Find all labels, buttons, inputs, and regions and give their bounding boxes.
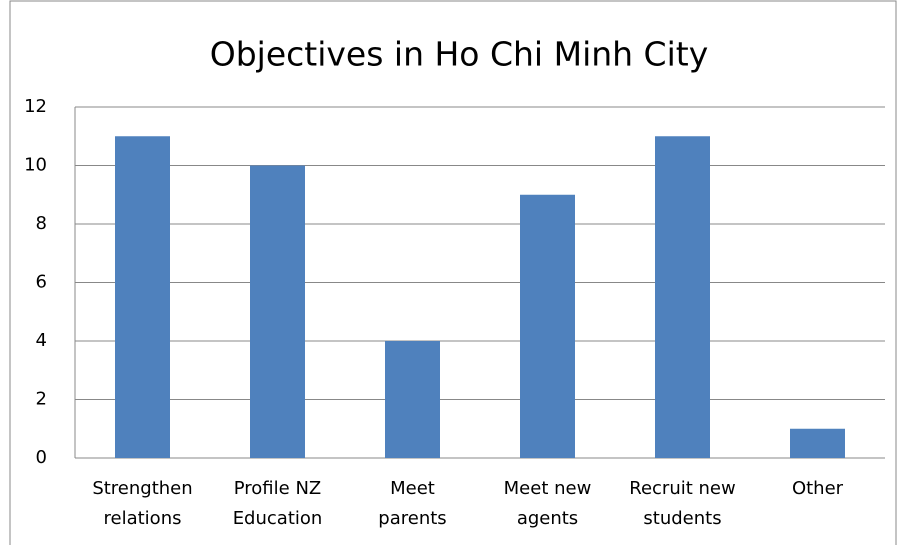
- y-tick-label: 4: [36, 330, 47, 351]
- bar: [790, 428, 845, 458]
- bar: [115, 136, 170, 458]
- y-tick-label: 12: [24, 96, 47, 117]
- y-tick-label: 6: [36, 272, 47, 293]
- x-tick-label: Profile NZ Education: [232, 478, 323, 529]
- y-tick-label: 2: [36, 389, 47, 410]
- x-tick-label: Strengthen relations: [92, 478, 193, 529]
- x-tick-label: Meet parents: [378, 478, 447, 529]
- bar: [520, 194, 575, 458]
- bar: [655, 136, 710, 458]
- y-tick-label: 8: [36, 213, 47, 234]
- x-tick-label: Recruit new students: [629, 478, 736, 529]
- y-tick-label: 10: [24, 155, 47, 176]
- chart-border: [9, 0, 897, 545]
- chart-title: Objectives in Ho Chi Minh City: [210, 35, 708, 74]
- y-tick-label: 0: [36, 447, 47, 468]
- x-tick-label: Meet new agents: [503, 478, 592, 529]
- bar: [250, 165, 305, 458]
- bar: [385, 341, 440, 458]
- x-tick-label: Other: [791, 478, 844, 499]
